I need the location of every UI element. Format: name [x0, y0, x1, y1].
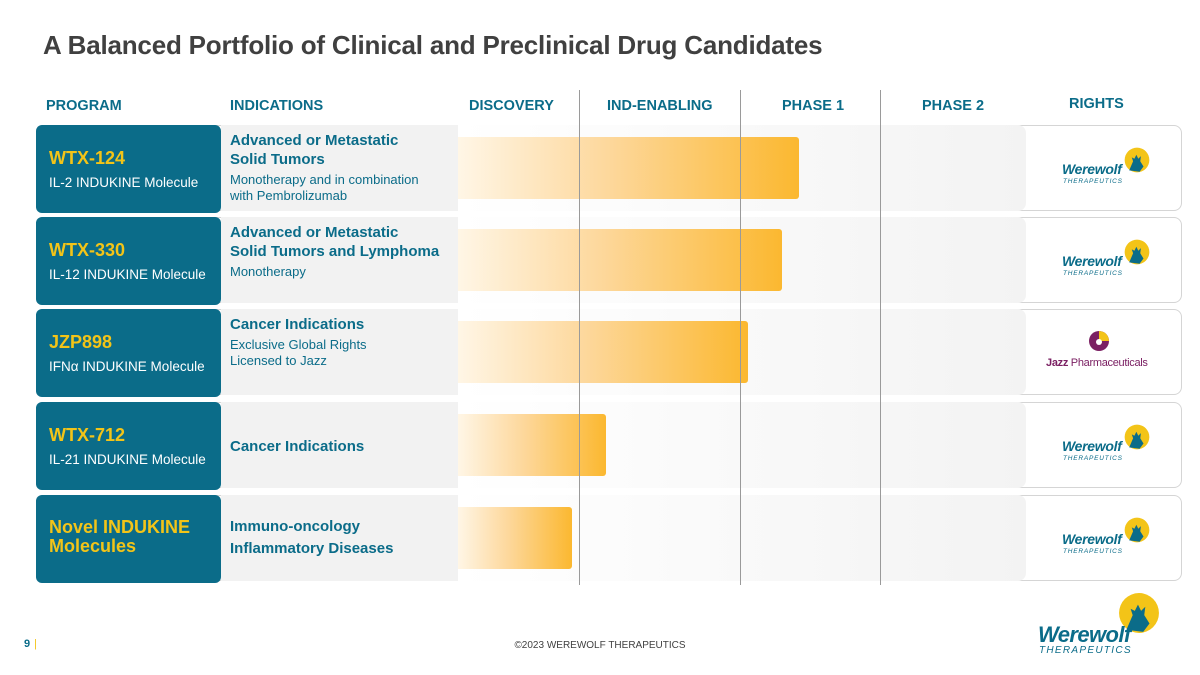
indication-title-line: Cancer Indications — [230, 438, 365, 455]
header-program: PROGRAM — [46, 98, 122, 114]
werewolf-subtitle: THERAPEUTICS — [1063, 548, 1123, 555]
indication-subtitle-line: Monotherapy and in combination — [230, 172, 419, 187]
indication-title-line: Inflammatory Diseases — [230, 540, 394, 557]
jazz-logo: Jazz Pharmaceuticals — [1046, 330, 1156, 374]
indication-subtitle-line: Licensed to Jazz — [230, 353, 327, 368]
werewolf-subtitle: THERAPEUTICS — [1063, 178, 1123, 185]
werewolf-wordmark: Werewolf — [1062, 253, 1122, 269]
program-name: WTX-712 — [49, 425, 126, 445]
moon-wolf-icon — [1124, 147, 1150, 173]
program-card: WTX-330 IL-12 INDUKINE Molecule — [36, 217, 221, 305]
header-phase1: PHASE 1 — [782, 98, 845, 114]
program-name: JZP898 — [49, 332, 113, 352]
progress-bar — [458, 414, 606, 476]
page-number: 9 | — [24, 638, 37, 650]
werewolf-wordmark: Werewolf — [1062, 161, 1122, 177]
program-card: JZP898 IFNα INDUKINE Molecule — [36, 309, 221, 397]
jazz-wordmark: Jazz Pharmaceuticals — [1046, 357, 1148, 369]
divider-discovery-ind — [579, 90, 580, 585]
werewolf-wordmark: Werewolf — [1062, 531, 1122, 547]
indication-band — [221, 217, 458, 303]
moon-wolf-icon — [1124, 239, 1150, 265]
program-card: WTX-712 IL-21 INDUKINE Molecule — [36, 402, 221, 490]
indication-title-line: Solid Tumors and Lymphoma — [230, 243, 440, 260]
program-card: WTX-124 IL-2 INDUKINE Molecule — [36, 125, 221, 213]
indication-band — [221, 125, 458, 211]
progress-bar — [458, 507, 572, 569]
header-indications: INDICATIONS — [230, 98, 324, 114]
indication-subtitle-line: Monotherapy — [230, 264, 306, 279]
header-phase2: PHASE 2 — [922, 98, 985, 114]
progress-bar — [458, 321, 748, 383]
indication-subtitle-line: Exclusive Global Rights — [230, 337, 367, 352]
werewolf-logo: Werewolf THERAPEUTICS — [1062, 239, 1152, 283]
progress-bar — [458, 137, 799, 199]
header-rights: RIGHTS — [1069, 96, 1124, 112]
indication-band — [221, 309, 458, 395]
werewolf-subtitle: THERAPEUTICS — [1063, 455, 1123, 462]
werewolf-logo: Werewolf THERAPEUTICS — [1062, 147, 1152, 191]
divider-ind-phase1 — [740, 90, 741, 585]
program-name: WTX-124 — [49, 148, 126, 168]
indication-title-line: Cancer Indications — [230, 316, 365, 333]
indication-title-line: Advanced or Metastatic — [230, 132, 399, 149]
moon-wolf-icon — [1124, 517, 1150, 543]
copyright: ©2023 WEREWOLF THERAPEUTICS — [514, 640, 686, 651]
program-description: IL-2 INDUKINE Molecule — [49, 175, 199, 190]
werewolf-footer-logo: Werewolf THERAPEUTICS — [1038, 592, 1163, 658]
slide-title: A Balanced Portfolio of Clinical and Pre… — [43, 30, 823, 60]
program-card: Novel INDUKINE Molecules — [36, 495, 221, 583]
indication-subtitle-line: with Pembrolizumab — [230, 188, 348, 203]
moon-wolf-icon — [1119, 593, 1159, 633]
page-separator: | — [34, 638, 37, 650]
indication-title-line: Advanced or Metastatic — [230, 224, 399, 241]
werewolf-logo: Werewolf THERAPEUTICS — [1062, 424, 1152, 468]
indication-band — [221, 402, 458, 488]
werewolf-subtitle: THERAPEUTICS — [1039, 645, 1132, 656]
indication-title-line: Solid Tumors — [230, 151, 325, 168]
progress-bar — [458, 229, 782, 291]
jazz-emblem-icon — [1089, 331, 1109, 351]
program-name: Novel INDUKINE Molecules — [49, 517, 191, 556]
program-description: IL-21 INDUKINE Molecule — [49, 452, 206, 467]
divider-phase1-phase2 — [880, 90, 881, 585]
program-description: IL-12 INDUKINE Molecule — [49, 267, 206, 282]
moon-wolf-icon — [1124, 424, 1150, 450]
werewolf-subtitle: THERAPEUTICS — [1063, 270, 1123, 277]
werewolf-logo: Werewolf THERAPEUTICS — [1062, 517, 1152, 561]
werewolf-wordmark: Werewolf — [1038, 622, 1131, 647]
program-name: WTX-330 — [49, 240, 126, 260]
indication-band — [221, 495, 458, 581]
werewolf-wordmark: Werewolf — [1062, 438, 1122, 454]
header-ind-enabling: IND-ENABLING — [607, 98, 713, 114]
indication-title-line: Immuno-oncology — [230, 518, 360, 535]
header-discovery: DISCOVERY — [469, 98, 554, 114]
program-description: IFNα INDUKINE Molecule — [49, 359, 205, 374]
